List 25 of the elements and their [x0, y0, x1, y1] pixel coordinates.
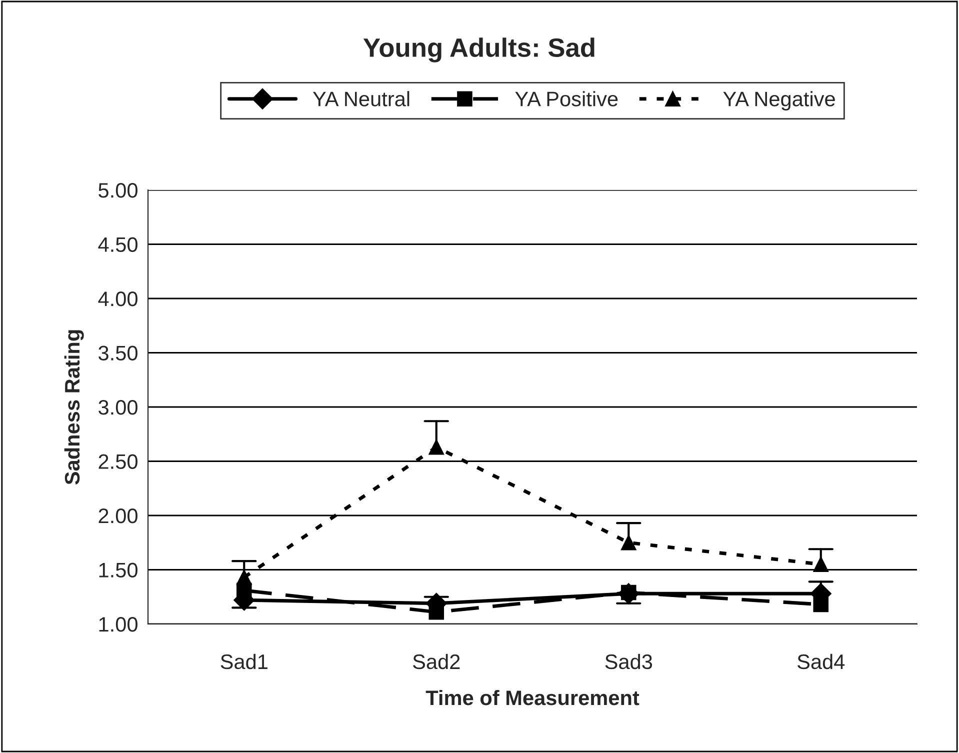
point: [428, 440, 444, 455]
y-axis-title: Sadness Rating: [64, 330, 84, 485]
point: [813, 596, 829, 612]
y-tick-label: 5.00: [98, 183, 138, 198]
point: [620, 534, 636, 550]
y-tick-label: 4.50: [98, 237, 138, 252]
y-tick-label: 2.00: [98, 508, 138, 524]
point: [236, 570, 252, 585]
legend-label: YA Neutral: [312, 91, 410, 106]
legend-label: YA Negative: [723, 91, 835, 110]
legend-label: YA Positive: [515, 91, 618, 106]
y-tick-label: 1.00: [99, 617, 138, 632]
y-tick-label: 3.00: [98, 400, 138, 415]
point: [428, 604, 444, 620]
x-tick-label: Sad2: [412, 654, 460, 670]
point: [813, 556, 829, 572]
chart-title: Young Adults: Sad: [363, 38, 594, 62]
y-tick-label: 4.00: [98, 292, 138, 306]
y-tick-label: 1.50: [99, 562, 138, 578]
y-tick-label: 2.50: [98, 454, 138, 470]
x-tick-label: Sad4: [797, 654, 845, 670]
x-tick-label: Sad3: [605, 654, 652, 670]
y-tick-label: 3.50: [98, 346, 138, 361]
x-tick-label: Sad1: [220, 654, 268, 670]
x-axis-title: Time of Measurement: [426, 690, 640, 706]
